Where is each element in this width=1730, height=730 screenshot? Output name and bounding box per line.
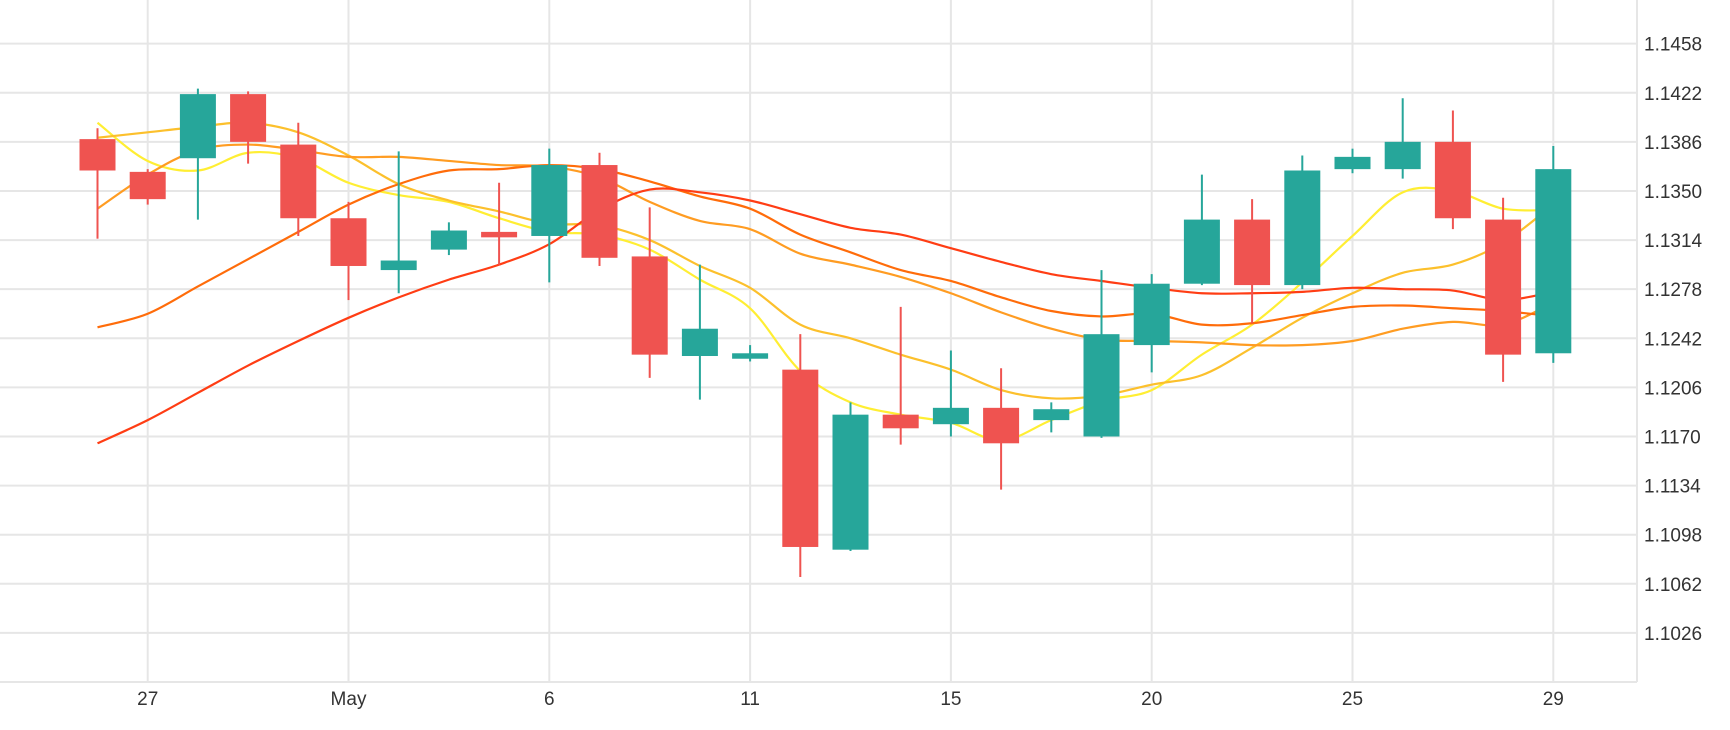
candle	[1334, 148, 1371, 174]
x-gridlines	[146, 0, 1555, 682]
candle-body	[1284, 170, 1321, 286]
candle-body	[732, 353, 769, 359]
candle	[230, 91, 267, 164]
x-tick-label: 27	[137, 689, 158, 710]
candle-body	[129, 171, 166, 200]
x-tick-label: 6	[544, 689, 555, 710]
candle	[1284, 155, 1321, 290]
x-tick-label: 29	[1543, 689, 1564, 710]
moving-average-line-5	[97, 187, 1554, 445]
y-tick-label: 1.1386	[1644, 133, 1702, 154]
candle-body	[1535, 169, 1572, 354]
y-tick-label: 1.1098	[1644, 526, 1702, 547]
y-tick-label: 1.1206	[1644, 378, 1702, 399]
candle	[732, 345, 769, 362]
candle	[79, 128, 116, 239]
candle	[280, 122, 317, 236]
candle-body	[1485, 219, 1522, 355]
candle-body	[1234, 219, 1271, 286]
candle	[1183, 174, 1220, 286]
y-tick-label: 1.1062	[1644, 575, 1702, 596]
x-tick-label: May	[331, 689, 367, 710]
candle-body	[79, 139, 116, 171]
y-tick-label: 1.1278	[1644, 280, 1702, 301]
y-tick-label: 1.1350	[1644, 182, 1702, 203]
candle-body	[983, 407, 1020, 444]
candle	[1485, 197, 1522, 382]
x-tick-label: 25	[1342, 689, 1363, 710]
candle	[932, 350, 969, 437]
candle-body	[1033, 409, 1070, 421]
y-tick-label: 1.1026	[1644, 624, 1702, 645]
candle	[179, 88, 216, 220]
candle	[129, 169, 166, 205]
y-tick-label: 1.1422	[1644, 84, 1702, 105]
candle-body	[681, 328, 718, 357]
candle-body	[430, 230, 467, 250]
candle	[1234, 199, 1271, 324]
candle-body	[1434, 141, 1471, 219]
y-tick-label: 1.1170	[1644, 427, 1701, 448]
y-tick-label: 1.1134	[1644, 477, 1701, 498]
candle	[1384, 98, 1421, 179]
candle	[681, 264, 718, 400]
candle-body	[882, 414, 919, 429]
candle	[581, 152, 618, 266]
moving-average-line-3	[96, 143, 1554, 347]
candle-body	[832, 414, 869, 550]
candle-body	[1083, 334, 1120, 437]
moving-average-line-2	[97, 121, 1554, 400]
candle	[882, 306, 919, 445]
candle-body	[280, 144, 317, 219]
candle	[1434, 110, 1471, 230]
candle	[430, 222, 467, 256]
candle-body	[1384, 141, 1421, 170]
candle	[481, 182, 518, 265]
candle-body	[782, 369, 819, 547]
candle	[1083, 270, 1120, 438]
candle	[380, 151, 417, 294]
moving-average-line-4	[97, 163, 1554, 329]
candle	[1535, 145, 1572, 363]
candles	[79, 88, 1572, 577]
candle-body	[581, 165, 618, 258]
x-tick-label: 11	[740, 689, 760, 710]
candle-body	[1334, 156, 1371, 170]
y-tick-label: 1.1242	[1644, 329, 1702, 350]
candle-body	[1133, 283, 1170, 346]
y-tick-label: 1.1314	[1644, 231, 1703, 252]
candle-body	[481, 231, 518, 238]
candle	[782, 334, 819, 577]
x-tick-label: 20	[1141, 689, 1162, 710]
candle-body	[380, 260, 417, 271]
candle	[1033, 402, 1070, 433]
y-tick-label: 1.1458	[1644, 35, 1702, 56]
y-axis-tick-labels: 1.1026 1.1062 1.1098 1.1134 1.1170 1.1206 1.12…	[1644, 35, 1703, 645]
candle	[832, 402, 869, 552]
candle	[631, 207, 668, 378]
candle-body	[330, 218, 367, 266]
candle-body	[179, 94, 216, 159]
candle-body	[531, 165, 568, 236]
y-gridlines	[0, 42, 1637, 634]
candle-body	[631, 256, 668, 355]
candle	[983, 368, 1020, 490]
candle-body	[1183, 219, 1220, 284]
candle-body	[932, 407, 969, 425]
moving-average-lines	[96, 121, 1554, 445]
x-tick-label: 15	[940, 689, 961, 710]
candle-body	[230, 94, 267, 142]
x-axis-tick-labels: 27 May 6 11 15 20 25 29	[137, 689, 1564, 710]
candle	[531, 148, 568, 283]
candle	[330, 201, 367, 301]
candle	[1133, 274, 1170, 373]
